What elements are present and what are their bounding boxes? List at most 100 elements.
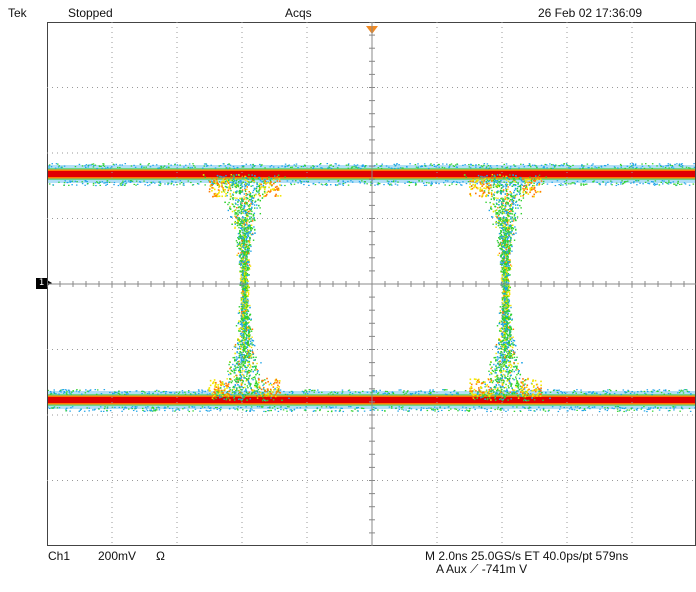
rail-sample	[633, 181, 635, 183]
crossing-sample	[226, 393, 228, 396]
rail-sample	[312, 410, 315, 412]
crossing-sample	[256, 397, 259, 399]
crossing-sample	[242, 290, 244, 292]
crossing-sample	[245, 214, 248, 216]
rail-sample	[65, 389, 68, 391]
rail-sample	[664, 389, 667, 391]
crossing-sample	[267, 388, 269, 391]
rail-sample	[530, 389, 532, 392]
rail-sample	[488, 167, 491, 169]
crossing-sample	[237, 181, 240, 183]
rail-sample	[156, 389, 158, 391]
rail-sample	[286, 393, 289, 396]
rail-sample	[397, 167, 399, 169]
rail-sample	[364, 165, 366, 167]
crossing-sample	[242, 268, 244, 270]
rail-sample	[528, 409, 530, 411]
crossing-sample	[246, 197, 248, 199]
rail-sample	[660, 165, 662, 168]
crossing-sample	[242, 265, 244, 267]
crossing-sample	[229, 399, 231, 401]
rail-sample	[332, 406, 334, 408]
crossing-sample	[247, 284, 249, 287]
crossing-sample	[234, 197, 236, 199]
rail-sample	[630, 407, 633, 410]
crossing-sample	[221, 381, 224, 384]
rail-sample	[568, 167, 570, 169]
rail-sample	[480, 407, 483, 409]
rail-sample	[451, 181, 454, 184]
crossing-sample	[232, 174, 235, 176]
rail-sample	[580, 184, 582, 186]
rail-sample	[303, 164, 306, 166]
rail-sample	[350, 180, 352, 182]
rail-sample	[544, 163, 546, 166]
rail-sample	[630, 166, 632, 168]
rail-sample	[329, 392, 332, 394]
rail-sample	[673, 407, 675, 409]
crossing-sample	[250, 368, 253, 371]
crossing-sample	[267, 393, 269, 396]
rail-sample	[329, 167, 331, 169]
rail-sample	[124, 183, 127, 185]
rail-sample	[141, 165, 143, 167]
channel-1-ground-marker-icon[interactable]: 1	[36, 278, 52, 289]
rail-sample	[60, 166, 62, 168]
crossing-sample	[227, 209, 229, 212]
crossing-sample	[274, 195, 277, 197]
rail-sample	[555, 164, 557, 166]
crossing-sample	[245, 227, 247, 229]
crossing-sample	[240, 206, 242, 208]
rail-sample	[117, 166, 119, 168]
crossing-sample	[214, 386, 216, 388]
rail-sample	[663, 389, 665, 391]
crossing-sample	[249, 193, 251, 195]
crossing-sample	[244, 366, 247, 369]
rail-sample	[357, 406, 359, 409]
rail-sample	[342, 182, 345, 185]
rail-sample	[681, 165, 684, 167]
rail-sample	[79, 389, 81, 391]
crossing-sample	[253, 187, 256, 190]
crossing-sample	[275, 193, 277, 196]
crossing-sample	[247, 381, 250, 384]
rail-sample	[328, 180, 330, 182]
crossing-sample	[233, 372, 235, 374]
crossing-sample	[253, 204, 256, 206]
rail-sample	[559, 184, 562, 186]
rail-sample	[164, 406, 166, 408]
rail-sample	[408, 184, 411, 187]
crossing-sample	[253, 212, 256, 215]
rail-sample	[642, 183, 644, 185]
rail-sample	[380, 165, 383, 167]
rail-sample	[330, 164, 333, 166]
rail-sample	[228, 407, 231, 410]
rail-sample	[588, 167, 590, 169]
rail-sample	[321, 184, 324, 186]
crossing-sample	[231, 223, 233, 225]
crossing-sample	[268, 383, 271, 386]
crossing-sample	[239, 278, 242, 280]
rail-sample	[682, 390, 684, 392]
crossing-sample	[253, 226, 255, 228]
crossing-sample	[269, 382, 272, 385]
rail-sample	[203, 406, 206, 409]
crossing-sample	[225, 193, 227, 195]
crossing-sample	[244, 371, 246, 373]
rail-sample	[245, 406, 247, 408]
rail-sample	[619, 409, 622, 411]
crossing-sample	[243, 228, 246, 230]
rail-sample	[589, 391, 591, 393]
rail-sample	[625, 410, 627, 412]
rail-sample	[507, 409, 509, 411]
crossing-sample	[254, 232, 256, 234]
rail-sample	[671, 165, 673, 167]
rail-sample	[320, 167, 322, 169]
rail-sample	[175, 409, 177, 411]
crossing-sample	[225, 398, 228, 401]
crossing-sample	[239, 341, 241, 343]
crossing-sample	[242, 236, 244, 238]
rail-sample	[87, 166, 90, 168]
crossing-sample	[249, 384, 251, 386]
crossing-sample	[264, 382, 267, 384]
